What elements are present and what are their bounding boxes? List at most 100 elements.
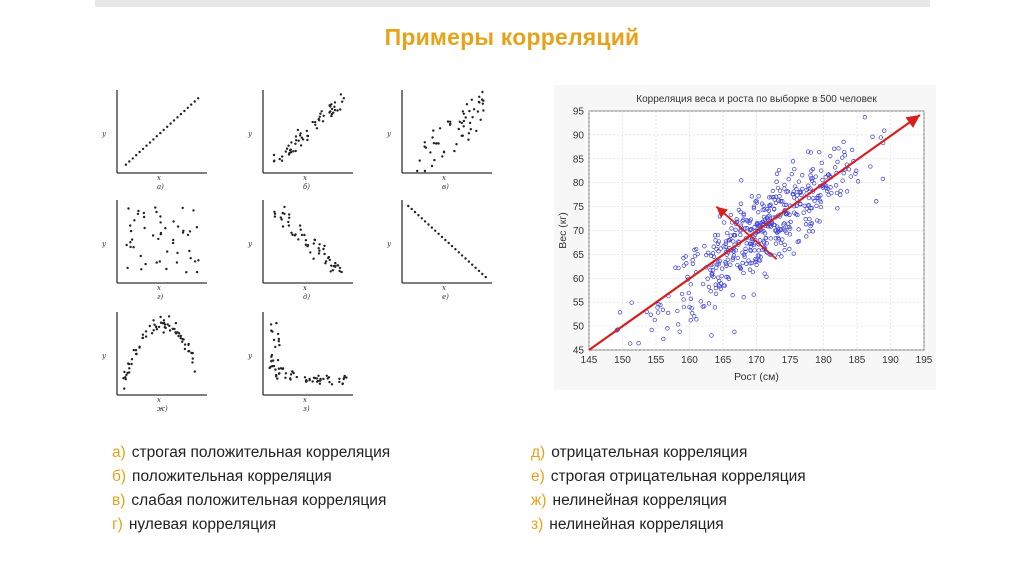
x-axis-label: Рост (см) — [734, 371, 779, 383]
data-point — [281, 367, 284, 371]
data-point — [124, 163, 128, 166]
mini-caption: д) — [303, 293, 311, 301]
data-point — [179, 336, 182, 340]
data-point — [767, 213, 772, 218]
data-point — [809, 205, 814, 211]
data-point — [196, 97, 200, 100]
data-point — [721, 244, 726, 249]
data-point — [164, 227, 167, 230]
data-point — [162, 331, 165, 334]
data-point — [334, 265, 337, 268]
mini-y-label: y — [248, 130, 252, 138]
data-point — [326, 377, 329, 380]
mini-y-label: y — [102, 240, 106, 248]
data-point — [182, 229, 185, 232]
data-point — [312, 257, 315, 260]
data-point — [308, 377, 311, 381]
data-point — [289, 148, 292, 151]
cross-arrow — [715, 205, 778, 260]
data-point — [805, 203, 810, 208]
data-point — [798, 189, 804, 194]
data-point — [174, 321, 178, 325]
data-point — [291, 233, 294, 236]
data-point — [833, 165, 838, 170]
data-point — [771, 222, 777, 228]
y-tick-label: 95 — [573, 107, 585, 118]
data-point — [725, 230, 730, 236]
data-point — [854, 168, 859, 173]
data-point — [314, 123, 317, 126]
data-point — [681, 297, 686, 302]
data-point — [311, 380, 314, 383]
mini-y-label: y — [102, 130, 106, 138]
x-tick-label: 175 — [782, 355, 799, 366]
mini-x-label: x — [303, 284, 307, 292]
data-point — [276, 332, 280, 336]
data-point — [731, 249, 736, 254]
data-point — [435, 142, 438, 145]
data-point — [195, 226, 199, 229]
data-point — [676, 322, 681, 327]
data-point — [784, 212, 789, 217]
data-point — [189, 257, 192, 260]
data-point — [293, 234, 296, 237]
data-point — [131, 157, 134, 160]
data-point — [846, 167, 852, 172]
data-point — [324, 262, 327, 265]
data-point — [272, 338, 276, 342]
data-point — [467, 132, 471, 135]
y-tick-label: 55 — [573, 298, 585, 309]
mini-points — [124, 97, 200, 166]
data-point — [319, 112, 322, 115]
data-point — [748, 227, 753, 232]
data-point — [159, 315, 162, 319]
data-point — [716, 275, 721, 280]
data-point — [329, 270, 332, 273]
data-point — [177, 334, 180, 338]
data-point — [333, 105, 336, 108]
mini-x-label: x — [442, 284, 446, 292]
data-point — [712, 305, 718, 310]
data-point — [299, 144, 303, 147]
data-point — [810, 229, 816, 234]
data-point — [290, 141, 293, 144]
data-point — [714, 247, 719, 252]
data-point — [777, 188, 783, 193]
data-point — [176, 251, 179, 255]
data-point — [298, 134, 302, 137]
slide-top-bar — [95, 0, 930, 7]
data-point — [338, 269, 341, 273]
data-point — [807, 216, 812, 222]
data-point — [733, 248, 739, 253]
data-point — [128, 371, 131, 374]
data-point — [159, 131, 162, 135]
data-point — [787, 246, 792, 252]
data-point — [829, 190, 834, 196]
mini-plot-svg — [262, 312, 353, 396]
data-point — [771, 207, 777, 212]
data-point — [122, 377, 125, 380]
data-point — [324, 260, 328, 263]
data-point — [781, 222, 786, 227]
data-point — [749, 260, 755, 266]
data-point — [823, 185, 829, 191]
data-point — [327, 255, 330, 259]
data-point — [330, 383, 334, 386]
data-point — [141, 333, 145, 336]
data-point — [763, 236, 768, 241]
data-point — [729, 226, 734, 231]
data-point — [728, 212, 734, 218]
data-point — [824, 183, 829, 188]
data-point — [312, 242, 315, 245]
data-point — [178, 332, 181, 335]
data-point — [688, 296, 694, 301]
data-point — [150, 332, 154, 335]
data-point — [174, 332, 178, 335]
data-point — [336, 264, 340, 267]
data-point — [796, 179, 801, 184]
legend-marker: в) — [112, 492, 126, 509]
data-point — [328, 104, 332, 107]
mini-plot-svg — [116, 200, 207, 284]
legend-marker: ж) — [531, 492, 547, 509]
data-point — [716, 261, 721, 267]
